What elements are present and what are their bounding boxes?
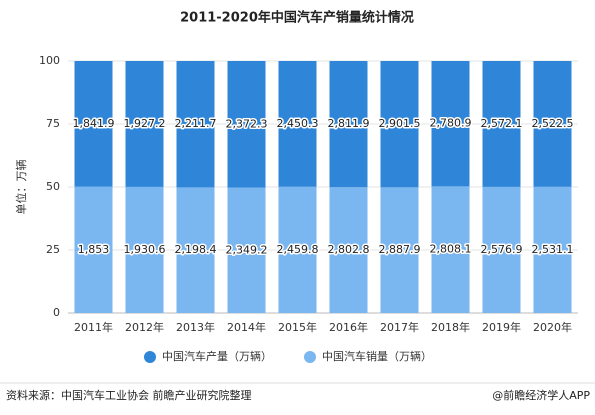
data-label: 2,522.5	[532, 117, 574, 130]
x-tick-label: 2011年	[74, 320, 113, 334]
source: 资料来源：中国汽车工业协会 前瞻产业研究院整理	[6, 388, 252, 402]
x-tick-label: 2016年	[329, 320, 368, 334]
x-tick-label: 2012年	[125, 320, 164, 334]
bar-segment	[431, 186, 470, 313]
legend-swatch	[144, 351, 156, 363]
bar-segment	[380, 187, 419, 313]
x-tick-label: 2017年	[380, 320, 419, 334]
data-label: 2,901.5	[379, 117, 421, 130]
y-axis-label: 单位：万辆	[14, 160, 28, 215]
y-tick-label: 50	[46, 180, 60, 193]
legend-label: 中国汽车销量（万辆）	[322, 349, 432, 363]
data-label: 2,887.9	[379, 243, 421, 256]
y-tick-label: 75	[46, 117, 60, 130]
data-label: 2,808.1	[430, 243, 472, 256]
bar-segment	[482, 61, 521, 187]
data-label: 2,531.1	[532, 243, 574, 256]
bar-segment	[533, 186, 572, 313]
bar-segment	[329, 187, 368, 313]
bar-segment	[329, 61, 368, 188]
data-label: 2,372.3	[226, 117, 268, 130]
data-label: 2,450.3	[277, 117, 319, 130]
data-label: 2,802.8	[328, 243, 370, 256]
data-label: 2,811.9	[328, 117, 370, 130]
data-label: 2,349.2	[226, 243, 268, 256]
bar-segment	[482, 186, 521, 313]
credit: @前瞻经济学人APP	[492, 388, 590, 402]
y-tick-label: 25	[46, 243, 60, 256]
data-label: 2,576.9	[481, 243, 523, 256]
data-label: 2,572.1	[481, 117, 523, 130]
bar-segment	[125, 186, 164, 313]
data-label: 2,780.9	[430, 117, 472, 130]
data-label: 2,459.8	[277, 243, 319, 256]
data-label: 2,198.4	[175, 243, 217, 256]
x-tick-label: 2015年	[278, 320, 317, 334]
x-tick-label: 2014年	[227, 320, 266, 334]
bar-segment	[380, 61, 419, 188]
bar-segment	[278, 186, 317, 313]
x-tick-label: 2020年	[533, 320, 572, 334]
bar-segment	[533, 61, 572, 187]
y-tick-label: 100	[39, 54, 60, 67]
x-tick-label: 2013年	[176, 320, 215, 334]
bar-segment	[227, 187, 266, 313]
bar-segment	[278, 61, 317, 187]
chart-title: 2011-2020年中国汽车产销量统计情况	[180, 10, 414, 26]
bar-segment	[431, 61, 470, 187]
legend-swatch	[304, 351, 316, 363]
legend-label: 中国汽车产量（万辆）	[162, 349, 272, 363]
data-label: 1,930.6	[124, 243, 166, 256]
data-label: 1,841.9	[73, 117, 115, 130]
x-tick-label: 2018年	[431, 320, 470, 334]
data-label: 1,927.2	[124, 117, 166, 130]
bar-segment	[125, 61, 164, 187]
data-label: 2,211.7	[175, 117, 217, 130]
bar-segment	[176, 187, 215, 313]
data-label: 1,853	[78, 243, 110, 256]
bar-segment	[227, 61, 266, 188]
bar-segment	[74, 61, 113, 187]
bar-segment	[74, 186, 113, 313]
y-tick-label: 0	[53, 306, 60, 319]
x-tick-label: 2019年	[482, 320, 521, 334]
bar-segment	[176, 61, 215, 188]
